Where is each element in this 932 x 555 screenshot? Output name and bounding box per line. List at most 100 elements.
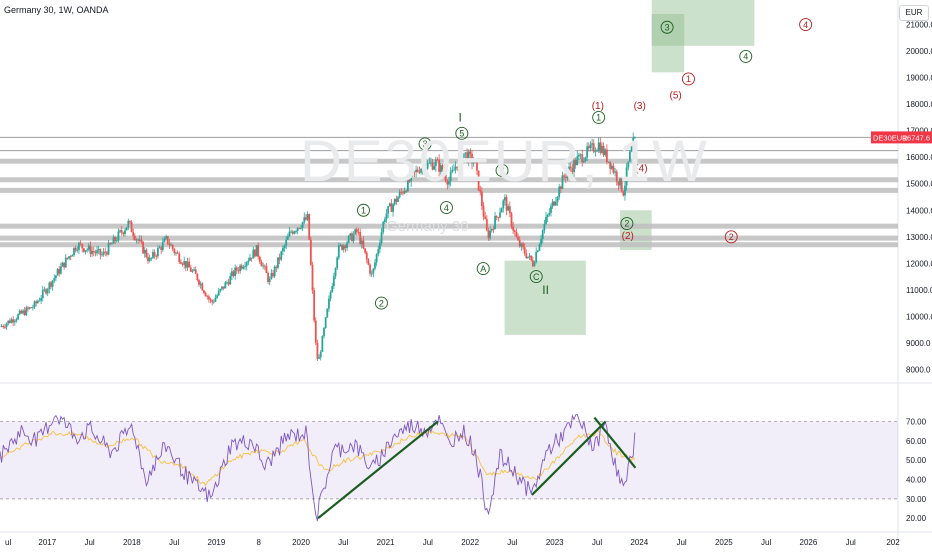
candle-body	[578, 154, 580, 157]
candle-body	[533, 262, 536, 267]
candle-body	[581, 154, 584, 163]
target-zone	[504, 260, 586, 335]
candle-body	[249, 257, 251, 261]
candle-body	[625, 167, 628, 186]
candle-body	[68, 256, 70, 259]
candle-body	[198, 280, 200, 285]
candle-body	[4, 326, 6, 328]
wave-label: (4)	[635, 163, 647, 174]
candle-body	[512, 226, 515, 231]
wave-label: 4	[803, 20, 808, 30]
candle-body	[143, 249, 146, 254]
candle-body	[288, 231, 291, 237]
candle-body	[148, 257, 151, 262]
candle-body	[69, 256, 72, 258]
candle-body	[502, 200, 505, 209]
candle-body	[464, 152, 467, 154]
candle-body	[107, 243, 110, 255]
candle-body	[566, 172, 569, 178]
candle-body	[165, 236, 168, 239]
wave-label-ring	[374, 296, 388, 310]
candle-body	[601, 145, 603, 153]
candle-body	[415, 169, 418, 173]
candle-body	[114, 237, 117, 241]
candle-body	[15, 319, 18, 321]
candle-body	[504, 197, 506, 201]
support-level	[0, 235, 898, 241]
candle-body	[214, 297, 217, 302]
candle-body	[36, 301, 39, 304]
wave-label: 4	[444, 203, 449, 213]
candle-body	[265, 266, 268, 273]
candle-body	[564, 176, 567, 178]
candle-body	[221, 286, 223, 289]
wave-label: 4	[743, 52, 748, 62]
candle-body	[467, 151, 470, 163]
candle-body	[619, 178, 621, 186]
wave-label: 1	[596, 113, 601, 123]
wave-label: 5	[459, 129, 464, 139]
wave-label-ring	[620, 217, 634, 230]
time-tick-label: 202	[886, 538, 900, 547]
candle-body	[485, 218, 488, 231]
candle-body	[23, 310, 26, 316]
wave-label-ring	[660, 20, 674, 34]
candle-body	[620, 178, 623, 192]
candle-body	[551, 201, 554, 207]
wave-label-ring	[439, 201, 453, 215]
candle-body	[336, 257, 339, 269]
candle-body	[222, 286, 225, 289]
candle-body	[448, 181, 450, 185]
candle-body	[362, 240, 365, 249]
candle-body	[462, 153, 465, 158]
candle-body	[318, 357, 320, 359]
candle-body	[229, 275, 232, 285]
time-tick-label: Jul	[423, 538, 433, 547]
candle-body	[51, 280, 54, 287]
time-tick-label: 2019	[208, 538, 226, 547]
candle-body	[370, 273, 373, 275]
candle-body	[441, 165, 444, 173]
candle-body	[510, 213, 513, 227]
candle-body	[102, 251, 105, 255]
support-level	[0, 223, 898, 229]
candle-body	[550, 206, 552, 213]
candle-body	[216, 295, 218, 298]
candle-body	[492, 228, 495, 230]
candle-body	[569, 166, 572, 169]
candle-body	[535, 251, 538, 263]
support-level	[0, 187, 898, 193]
candle-body	[17, 314, 19, 320]
candle-body	[354, 229, 357, 235]
support-level	[0, 158, 898, 164]
candle-body	[374, 262, 376, 269]
candle-body	[234, 267, 237, 276]
candle-body	[410, 172, 413, 182]
candle-body	[201, 283, 204, 291]
candle-body	[204, 292, 207, 297]
candle-body	[536, 250, 539, 252]
candle-body	[443, 172, 445, 175]
candle-body	[559, 186, 562, 189]
candle-body	[563, 175, 566, 177]
wave-label: 3	[665, 22, 670, 32]
rsi-ma-line	[0, 428, 636, 487]
time-tick-label: Jul	[338, 538, 348, 547]
candle-body	[505, 197, 508, 211]
wave-label: (1)	[592, 101, 604, 112]
candle-body	[196, 273, 199, 281]
candle-body	[156, 248, 159, 257]
time-tick-label: Jul	[761, 538, 771, 547]
candle-body	[178, 253, 181, 262]
target-zone	[651, 14, 685, 73]
candle-body	[326, 308, 329, 318]
candle-body	[346, 242, 348, 248]
currency-button[interactable]: EUR	[899, 5, 929, 21]
candle-body	[459, 148, 462, 156]
candle-body	[541, 230, 544, 240]
candle-body	[209, 299, 212, 301]
candle-body	[622, 191, 625, 196]
candle-body	[55, 275, 57, 278]
